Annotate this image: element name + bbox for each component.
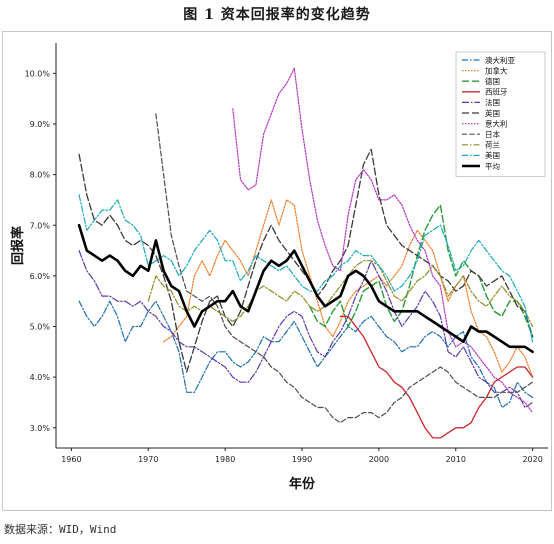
x-axis-label: 年份 (289, 476, 316, 492)
legend-entry-2: 加拿大 (485, 65, 508, 75)
series-line-10 (78, 194, 534, 343)
legend-entry-5: 法国 (485, 97, 500, 107)
x-tick-label: 2000 (369, 455, 389, 464)
legend-entry-6: 英国 (485, 108, 500, 118)
series-line-4 (339, 315, 534, 439)
series-line-7 (232, 67, 534, 414)
y-tick-label: 5.0% (30, 323, 51, 332)
series-line-8 (155, 113, 534, 424)
x-tick-label: 1980 (215, 455, 235, 464)
y-tick-label: 9.0% (30, 120, 51, 129)
source-note: 数据来源：WID，Wind (4, 523, 117, 536)
y-tick-label: 8.0% (30, 171, 51, 180)
legend-entry-1: 澳大利亚 (485, 55, 515, 65)
y-tick-label: 7.0% (30, 221, 51, 230)
x-tick-label: 1990 (292, 455, 312, 464)
series-line-3 (309, 204, 534, 338)
series-line-11 (77, 223, 534, 354)
legend-entry-9: 荷兰 (485, 140, 500, 150)
series-line-2 (163, 199, 534, 378)
legend-entry-10: 美国 (485, 150, 500, 160)
y-tick-label: 6.0% (30, 272, 51, 281)
x-tick-label: 1960 (61, 455, 81, 464)
y-tick-label: 4.0% (30, 373, 51, 382)
series-line-1 (78, 300, 534, 409)
y-tick-label: 3.0% (30, 424, 51, 433)
legend-entry-3: 德国 (485, 76, 500, 86)
legend-entry-8: 日本 (485, 129, 500, 139)
series-line-6 (78, 148, 534, 373)
series-line-5 (78, 250, 534, 409)
figure-title: 图 1 资本回报率的变化趋势 (183, 7, 371, 23)
legend-entry-11: 平均 (485, 161, 500, 171)
x-tick-label: 2020 (522, 455, 542, 464)
legend-entry-7: 意大利 (485, 118, 508, 128)
x-tick-label: 2010 (446, 455, 466, 464)
y-axis-label: 回报率 (10, 226, 26, 265)
y-tick-label: 10.0% (25, 69, 51, 78)
x-tick-label: 1970 (138, 455, 158, 464)
legend-entry-4: 西班牙 (485, 87, 508, 97)
series-line-9 (147, 260, 534, 328)
